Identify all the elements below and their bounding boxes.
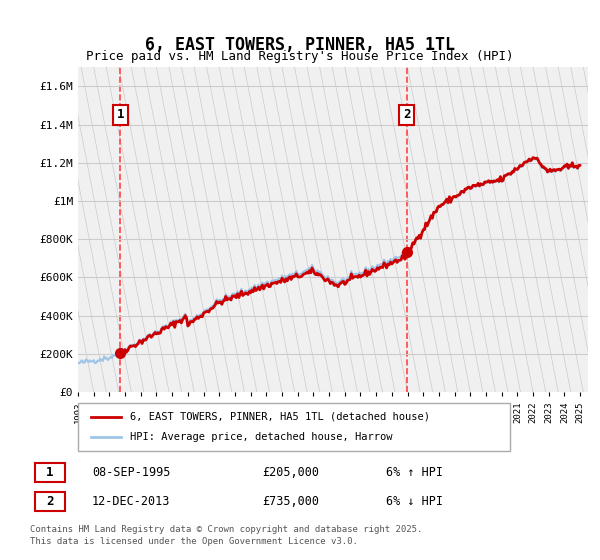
Text: £205,000: £205,000 xyxy=(262,465,319,479)
Text: 08-SEP-1995: 08-SEP-1995 xyxy=(92,465,170,479)
Text: Price paid vs. HM Land Registry's House Price Index (HPI): Price paid vs. HM Land Registry's House … xyxy=(86,50,514,63)
FancyBboxPatch shape xyxy=(35,492,65,511)
Text: 12-DEC-2013: 12-DEC-2013 xyxy=(92,494,170,508)
Text: 6, EAST TOWERS, PINNER, HA5 1TL (detached house): 6, EAST TOWERS, PINNER, HA5 1TL (detache… xyxy=(130,412,430,422)
Text: 6% ↓ HPI: 6% ↓ HPI xyxy=(386,494,443,508)
FancyBboxPatch shape xyxy=(78,403,510,451)
Text: HPI: Average price, detached house, Harrow: HPI: Average price, detached house, Harr… xyxy=(130,432,392,442)
FancyBboxPatch shape xyxy=(35,463,65,482)
Text: £735,000: £735,000 xyxy=(262,494,319,508)
Text: 2: 2 xyxy=(46,494,54,508)
Text: Contains HM Land Registry data © Crown copyright and database right 2025.
This d: Contains HM Land Registry data © Crown c… xyxy=(30,525,422,546)
Text: 1: 1 xyxy=(46,465,54,479)
Text: 2: 2 xyxy=(403,109,410,122)
Text: 6% ↑ HPI: 6% ↑ HPI xyxy=(386,465,443,479)
Text: 1: 1 xyxy=(116,109,124,122)
Text: 6, EAST TOWERS, PINNER, HA5 1TL: 6, EAST TOWERS, PINNER, HA5 1TL xyxy=(145,36,455,54)
